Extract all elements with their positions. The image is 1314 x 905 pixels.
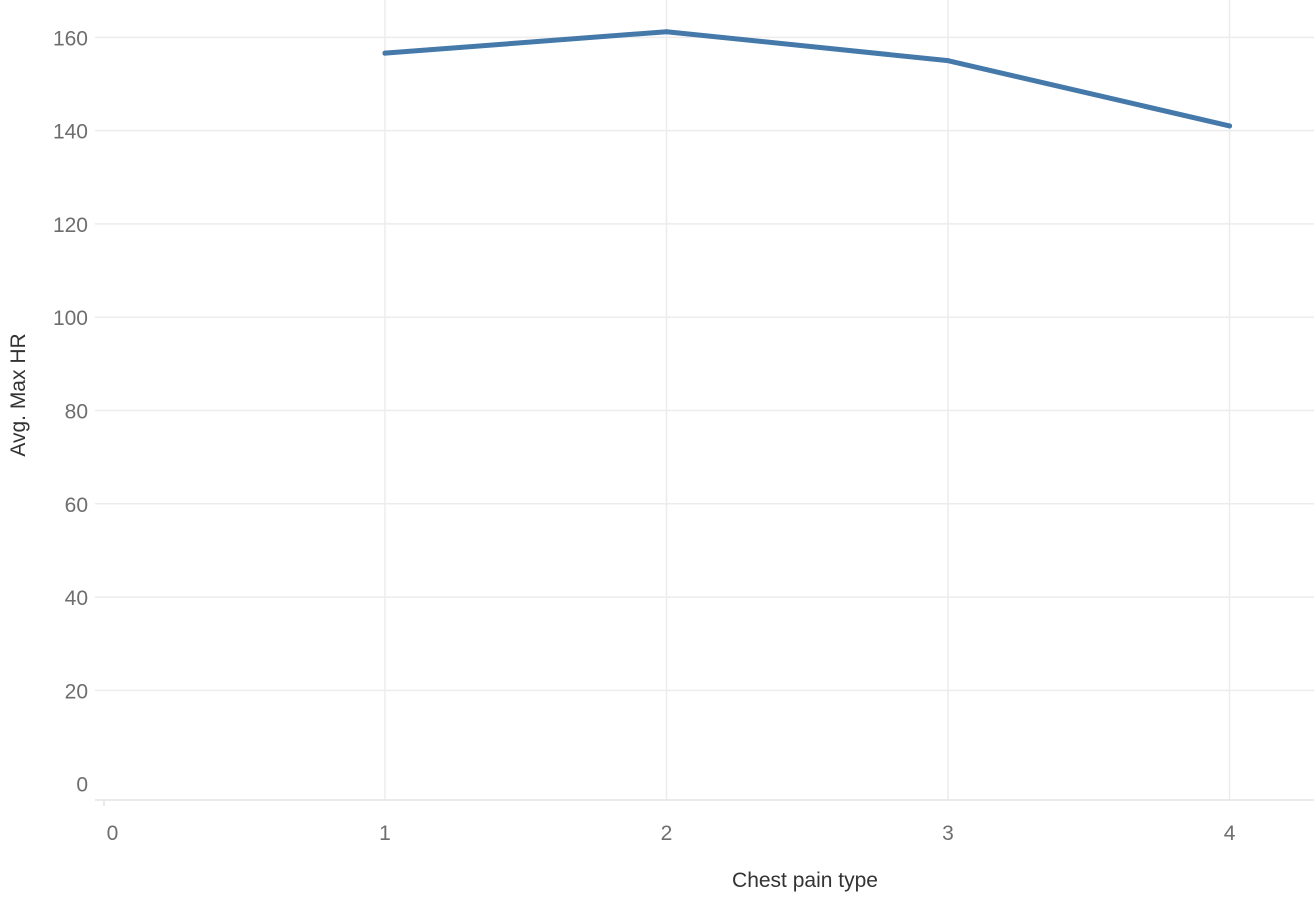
gridlines	[95, 0, 1314, 800]
axes	[95, 799, 1314, 806]
y-tick-label-20: 20	[65, 680, 88, 703]
x-tick-label-2: 2	[661, 822, 673, 845]
x-axis-title: Chest pain type	[732, 869, 878, 892]
y-tick-label-60: 60	[65, 494, 88, 517]
tick-labels: 0 20 40 60 80 100 120 140 160 0 1 2 3 4	[53, 27, 1236, 845]
x-tick-label-1: 1	[379, 822, 391, 845]
y-tick-label-140: 140	[53, 121, 88, 144]
x-tick-label-3: 3	[942, 822, 954, 845]
y-tick-label-120: 120	[53, 214, 88, 237]
y-tick-label-160: 160	[53, 27, 88, 50]
series-line-0	[382, 29, 1233, 129]
x-tick-label-0: 0	[107, 822, 119, 845]
series-lines	[382, 29, 1233, 129]
data-point-4[interactable]	[1227, 123, 1233, 129]
x-tick-label-4: 4	[1224, 822, 1236, 845]
y-tick-label-40: 40	[65, 587, 88, 610]
y-axis-title: Avg. Max HR	[7, 333, 30, 456]
data-point-2[interactable]	[663, 29, 669, 35]
y-tick-label-0: 0	[76, 774, 88, 797]
data-point-1[interactable]	[382, 50, 388, 56]
y-tick-label-100: 100	[53, 307, 88, 330]
y-tick-label-80: 80	[65, 400, 88, 423]
data-point-3[interactable]	[945, 58, 951, 64]
